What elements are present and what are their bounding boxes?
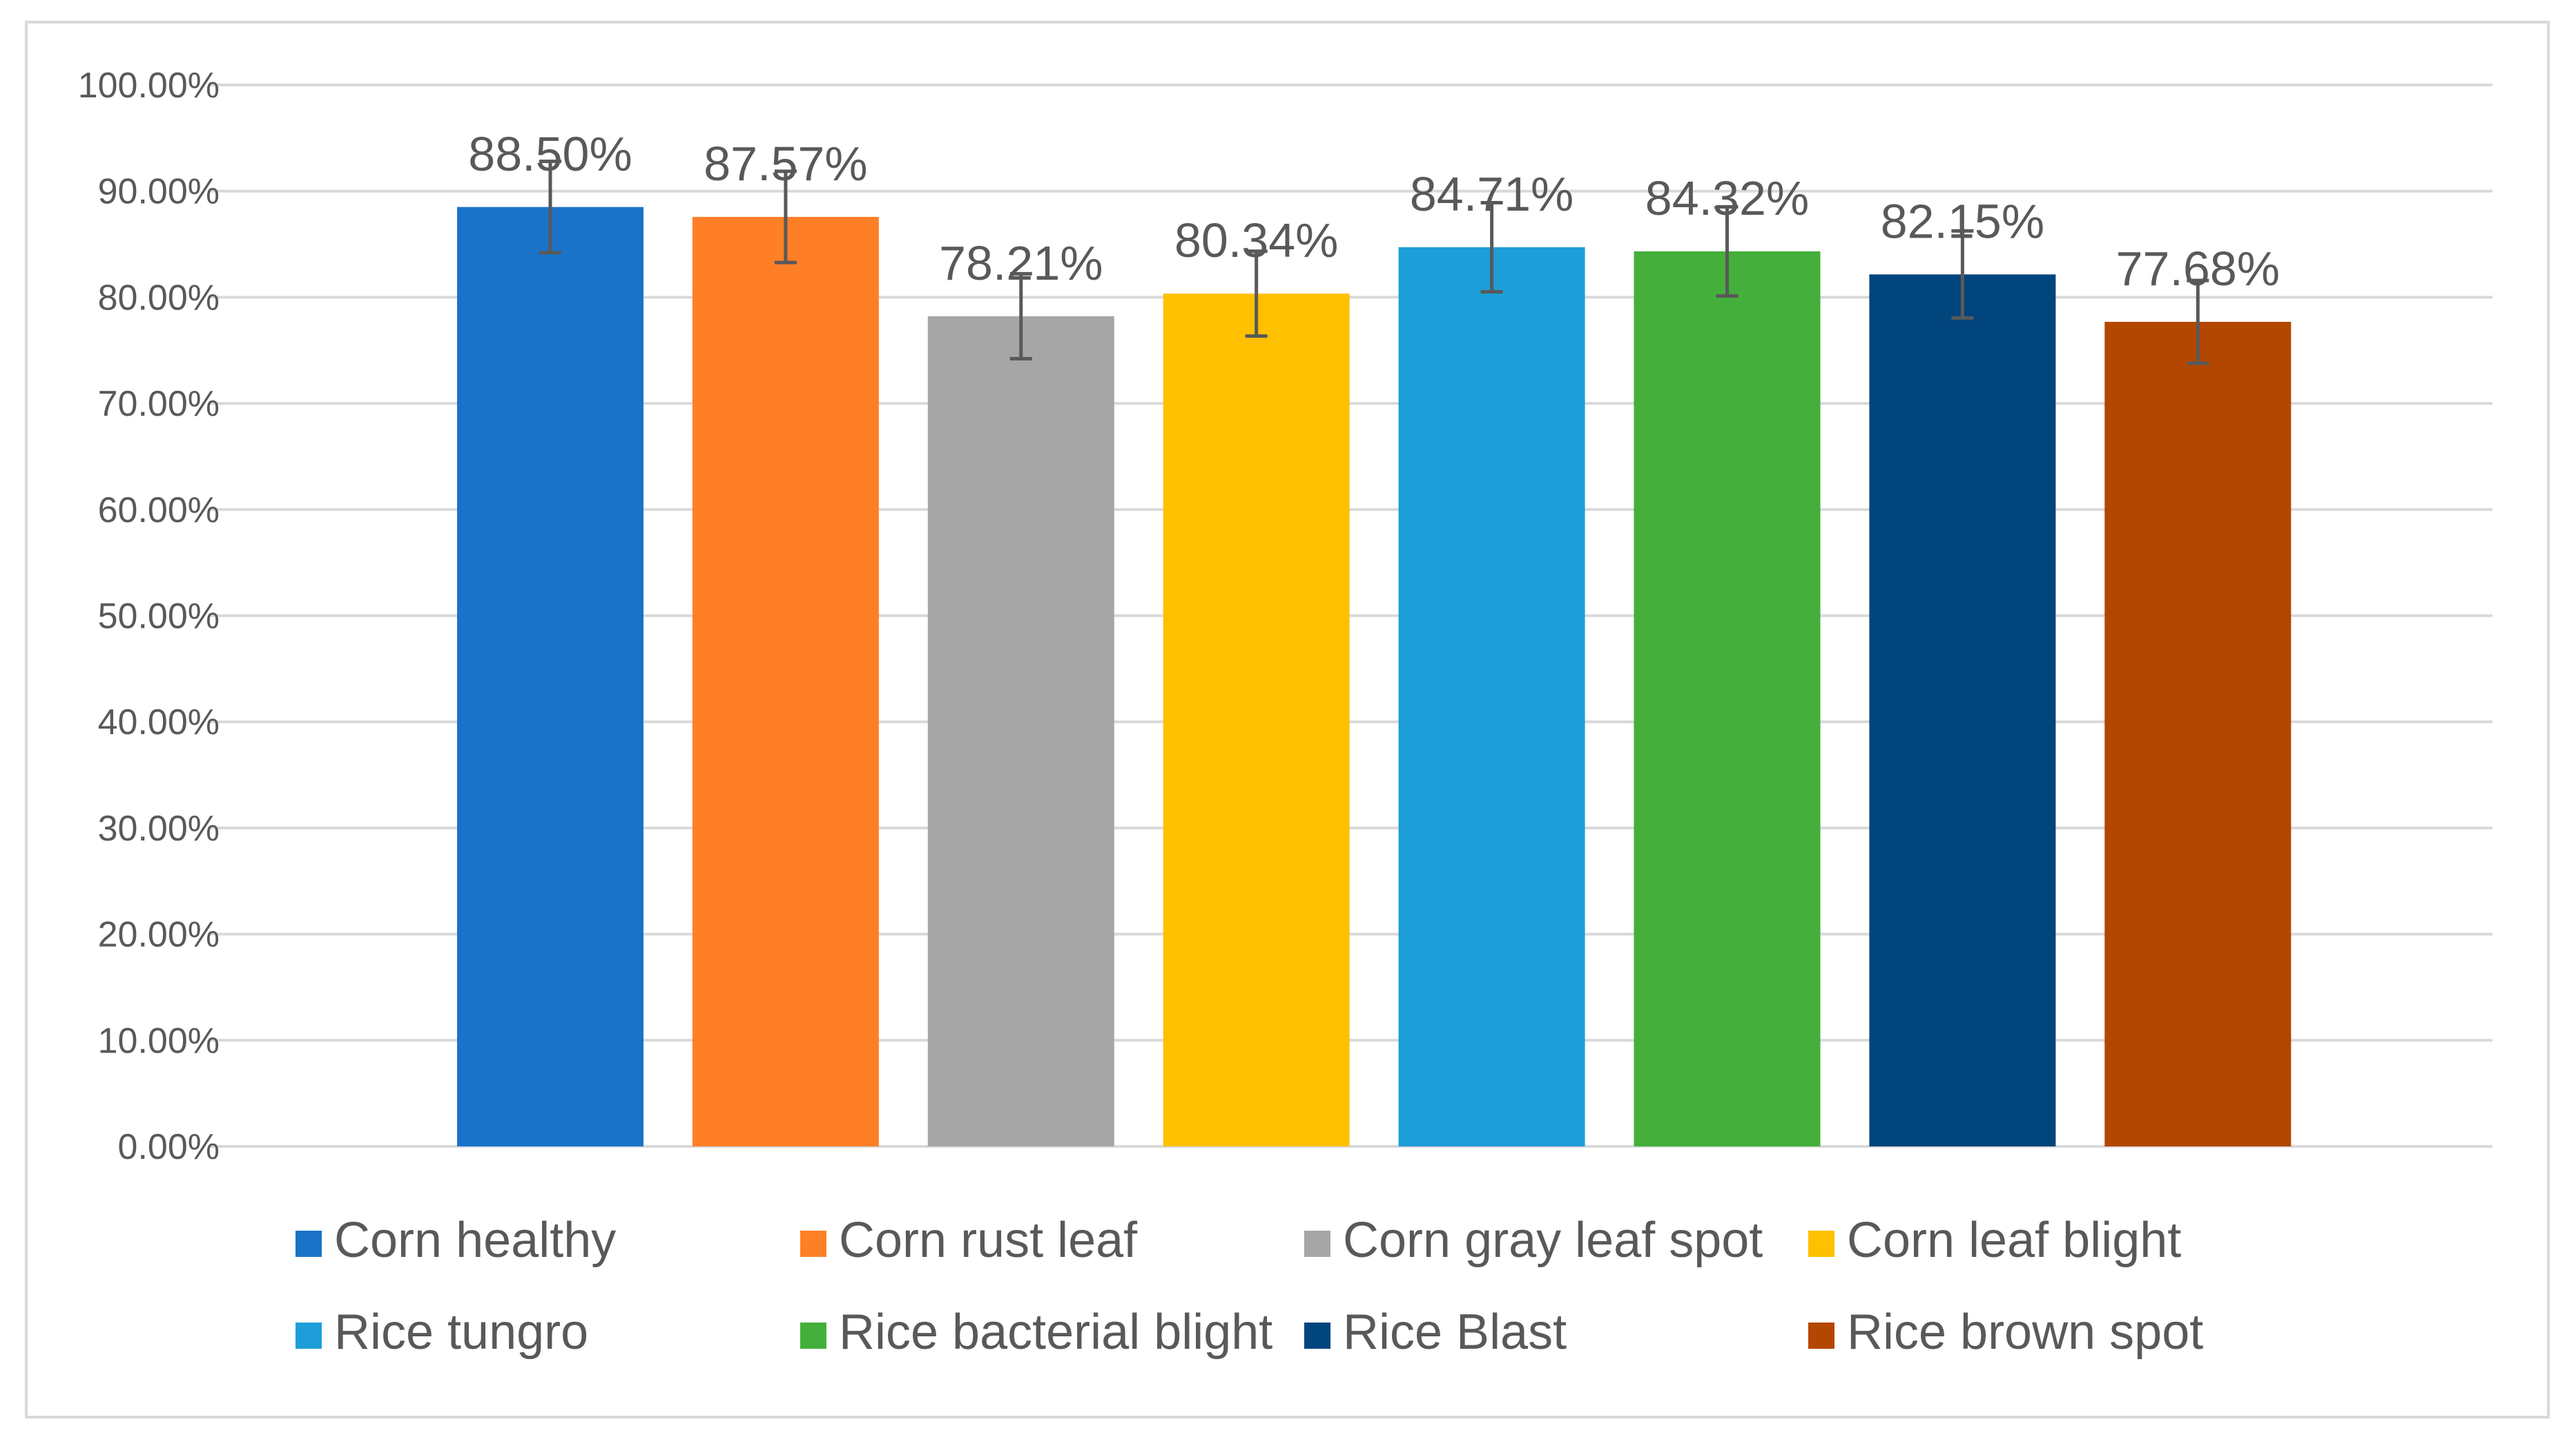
y-tick-label: 90.00% bbox=[98, 172, 220, 212]
legend-swatch bbox=[800, 1231, 826, 1257]
error-bar bbox=[1009, 271, 1032, 360]
y-axis-tick-labels: 0.00% 10.00% 20.00% 30.00% 40.00% 50.00% 60.00… bbox=[78, 66, 220, 1167]
legend-label: Corn rust leaf bbox=[839, 1213, 1138, 1268]
y-tick-label: 70.00% bbox=[98, 384, 220, 424]
y-tick-label: 40.00% bbox=[98, 702, 220, 742]
error-bar bbox=[1716, 204, 1739, 298]
y-tick-label: 20.00% bbox=[98, 915, 220, 955]
legend-swatch bbox=[1808, 1323, 1834, 1349]
bar bbox=[457, 206, 643, 1146]
error-bar bbox=[774, 169, 797, 265]
y-tick-label: 0.00% bbox=[118, 1127, 220, 1167]
data-label: 77.68% bbox=[2116, 242, 2280, 296]
legend-item: Corn gray leaf spot bbox=[1304, 1213, 1763, 1268]
y-tick-label: 60.00% bbox=[98, 490, 220, 530]
error-bar bbox=[539, 160, 561, 255]
legend-swatch bbox=[1304, 1231, 1330, 1257]
legend-label: Rice brown spot bbox=[1847, 1305, 2203, 1360]
legend-label: Rice bacterial blight bbox=[839, 1305, 1272, 1360]
legend-item: Corn rust leaf bbox=[800, 1213, 1138, 1268]
data-label: 87.57% bbox=[704, 137, 867, 191]
legend-swatch bbox=[1808, 1231, 1834, 1257]
legend-item: Corn leaf blight bbox=[1808, 1213, 2181, 1268]
bar bbox=[2104, 322, 2292, 1147]
data-label: 84.32% bbox=[1645, 171, 1809, 225]
legend-swatch bbox=[1304, 1323, 1330, 1349]
bar bbox=[1163, 294, 1350, 1146]
error-bar bbox=[1951, 229, 1974, 320]
y-tick-label: 100.00% bbox=[78, 66, 220, 106]
data-label: 78.21% bbox=[939, 236, 1103, 290]
bar bbox=[1869, 274, 2056, 1146]
legend-item: Rice bacterial blight bbox=[800, 1305, 1272, 1360]
legend-item: Rice Blast bbox=[1304, 1305, 1567, 1360]
legend-item: Rice tungro bbox=[296, 1305, 588, 1360]
bar bbox=[1398, 247, 1585, 1146]
y-tick-label: 50.00% bbox=[98, 597, 220, 637]
error-bars bbox=[539, 160, 2209, 365]
data-label: 88.50% bbox=[468, 127, 632, 181]
legend-swatch bbox=[800, 1323, 826, 1349]
data-labels: 88.50% 87.57% 78.21% 80.34% 84.71% 84.32% 82.1… bbox=[468, 127, 2280, 296]
error-bar bbox=[1480, 200, 1503, 294]
legend-label: Corn leaf blight bbox=[1847, 1213, 2181, 1268]
legend-item: Corn healthy bbox=[296, 1213, 616, 1268]
bars bbox=[457, 206, 2292, 1147]
legend-swatch bbox=[296, 1231, 322, 1257]
legend-label: Corn healthy bbox=[334, 1213, 616, 1268]
legend-swatch bbox=[296, 1323, 322, 1349]
legend-label: Rice tungro bbox=[334, 1305, 588, 1360]
bar bbox=[927, 316, 1114, 1146]
legend: Corn healthy Corn rust leaf Corn gray leaf… bbox=[296, 1213, 2203, 1360]
legend-label: Corn gray leaf spot bbox=[1343, 1213, 1763, 1268]
error-bar bbox=[2187, 278, 2209, 365]
bar bbox=[692, 217, 879, 1147]
data-label: 80.34% bbox=[1174, 213, 1338, 267]
data-label: 84.71% bbox=[1410, 167, 1573, 221]
error-bar bbox=[1245, 249, 1268, 338]
y-tick-label: 80.00% bbox=[98, 278, 220, 318]
legend-label: Rice Blast bbox=[1343, 1305, 1567, 1360]
bar bbox=[1634, 251, 1821, 1146]
y-tick-label: 10.00% bbox=[98, 1021, 220, 1061]
legend-item: Rice brown spot bbox=[1808, 1305, 2203, 1360]
data-label: 82.15% bbox=[1881, 194, 2044, 248]
y-tick-label: 30.00% bbox=[98, 809, 220, 849]
